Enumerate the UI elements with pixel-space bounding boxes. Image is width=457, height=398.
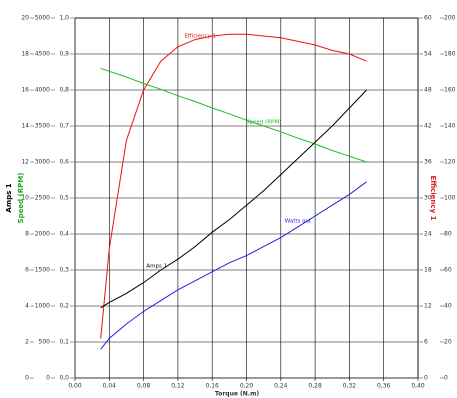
x-tick-label: 0,40 — [411, 383, 425, 390]
y-tick-label: 1500 — [35, 267, 50, 274]
y-axis-title: Efficiency 1 — [429, 176, 437, 221]
x-tick-label: 0,32 — [343, 383, 357, 390]
y-tick-label: 140 — [444, 123, 456, 130]
y-tick-label: 0,5 — [59, 195, 69, 202]
y-tick-label: 200 — [444, 15, 456, 22]
y-tick-label: 40 — [444, 303, 452, 310]
series-label: Speed (RPM) — [246, 120, 281, 126]
y-tick-label: 42 — [424, 123, 432, 130]
y-tick-label: 500 — [39, 339, 51, 346]
y-axis-title: Speed (RPM) — [17, 173, 25, 224]
y-tick-label: 6 — [424, 339, 428, 346]
x-tick-label: 0,20 — [240, 383, 254, 390]
x-tick-label: 0,08 — [137, 383, 151, 390]
y-tick-label: 100 — [444, 195, 456, 202]
y-tick-label: 120 — [444, 159, 456, 166]
x-tick-label: 0,16 — [206, 383, 220, 390]
y-tick-label: 8 — [25, 231, 29, 238]
y-tick-label: 0,1 — [59, 339, 69, 346]
y-tick-label: 30 — [424, 195, 432, 202]
series-label: Watts out — [285, 218, 312, 224]
x-tick-label: 0,00 — [68, 383, 82, 390]
y-tick-label: 0,2 — [59, 303, 69, 310]
y-tick-label: 3000 — [35, 159, 50, 166]
y-tick-label: 4500 — [35, 51, 50, 58]
plot-frame — [74, 17, 419, 379]
x-tick-label: 0,04 — [103, 383, 117, 390]
series-line — [100, 89, 367, 309]
y-tick-label: 0,0 — [59, 375, 69, 382]
y-tick-label: 0,4 — [59, 231, 69, 238]
series-line — [100, 67, 367, 163]
y-tick-label: 0 — [444, 375, 448, 382]
y-tick-label: 3500 — [35, 123, 50, 130]
series-label: Amps 1 — [146, 264, 167, 270]
y-tick-label: 48 — [424, 87, 432, 94]
y-tick-label: 6 — [25, 267, 29, 274]
y-tick-label: 18 — [21, 51, 29, 58]
y-tick-label: 24 — [424, 231, 432, 238]
series-label: Efficiency 1 — [184, 34, 216, 40]
y-tick-label: 14 — [21, 123, 29, 130]
y-tick-label: 0,8 — [59, 87, 69, 94]
y-tick-label: 18 — [424, 267, 432, 274]
y-tick-label: 80 — [444, 231, 452, 238]
x-tick-label: 0,36 — [377, 383, 391, 390]
x-tick-label: 0,28 — [308, 383, 322, 390]
y-tick-label: 4 — [25, 303, 29, 310]
y-tick-label: 20 — [444, 339, 452, 346]
y-tick-label: 2000 — [35, 231, 50, 238]
y-tick-label: 0,7 — [59, 123, 69, 130]
y-tick-label: 2 — [25, 339, 29, 346]
y-tick-label: 12 — [424, 303, 432, 310]
y-tick-label: 20 — [21, 15, 29, 22]
y-tick-label: 2500 — [35, 195, 50, 202]
y-tick-label: 36 — [424, 159, 432, 166]
y-tick-label: 5000 — [35, 15, 50, 22]
y-tick-label: 0,6 — [59, 159, 69, 166]
y-tick-label: 16 — [21, 87, 29, 94]
y-tick-label: 54 — [424, 51, 432, 58]
y-tick-label: 0 — [25, 375, 29, 382]
y-tick-label: 1000 — [35, 303, 50, 310]
y-tick-label: 0 — [46, 375, 50, 382]
y-tick-label: 0,3 — [59, 267, 69, 274]
x-tick-label: 0,24 — [274, 383, 288, 390]
y-tick-label: 0,9 — [59, 51, 69, 58]
x-tick-label: 0,12 — [171, 383, 185, 390]
series-line — [100, 33, 367, 339]
y-tick-label: 0 — [424, 375, 428, 382]
y-tick-label: 160 — [444, 87, 456, 94]
y-axis-title: Amps 1 — [5, 183, 13, 212]
y-tick-label: 180 — [444, 51, 456, 58]
y-tick-label: 10 — [21, 195, 29, 202]
x-axis-title: Torque (N.m) — [215, 391, 259, 398]
y-tick-label: 4000 — [35, 87, 50, 94]
y-tick-label: 1,0 — [59, 15, 69, 22]
series-line — [100, 181, 367, 350]
y-tick-label: 60 — [444, 267, 452, 274]
y-tick-label: 12 — [21, 159, 29, 166]
y-tick-label: 60 — [424, 15, 432, 22]
